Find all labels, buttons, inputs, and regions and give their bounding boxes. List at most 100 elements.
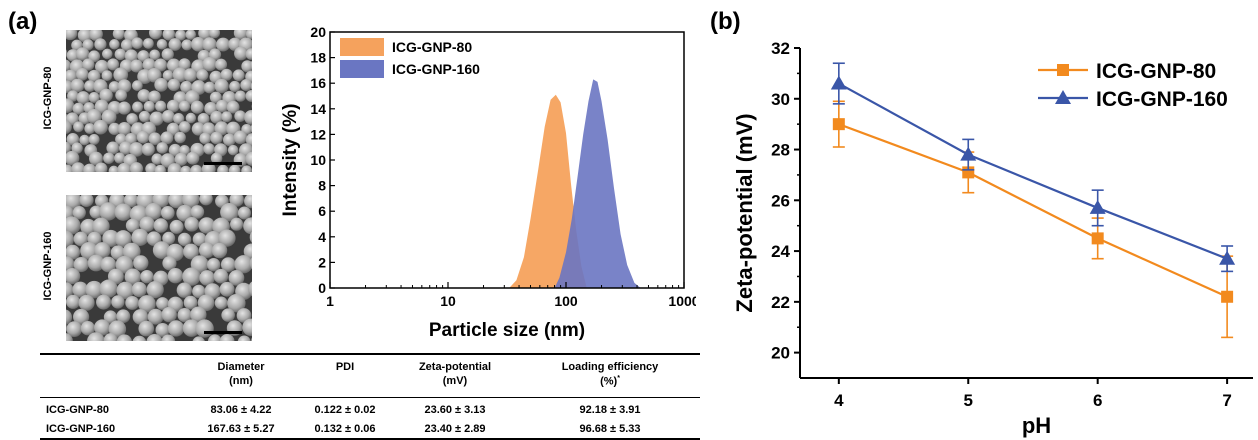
- sem-particle: [198, 242, 215, 259]
- dls-y-tick-label: 12: [310, 126, 326, 142]
- sem-particle: [156, 38, 168, 50]
- sem-particle: [213, 268, 229, 284]
- sem-particle: [236, 308, 252, 323]
- dls-y-axis-label: Intensity (%): [280, 104, 301, 217]
- sem-particle: [169, 219, 184, 234]
- sem-particle: [66, 282, 74, 299]
- sem-particle: [112, 30, 125, 40]
- sem-particle: [124, 195, 139, 208]
- sem-particle: [117, 122, 132, 136]
- sem-particle: [94, 99, 109, 114]
- sem-particle: [155, 100, 167, 112]
- table-cell: 0.122 ± 0.02: [314, 404, 376, 416]
- sem-particle: [230, 217, 244, 231]
- sem-particle: [208, 30, 221, 39]
- sem-particle: [249, 257, 252, 270]
- sem-particle: [138, 320, 155, 337]
- sem-particle: [66, 294, 81, 309]
- zeta-point: [832, 118, 845, 131]
- sem-particle: [149, 111, 164, 126]
- sem-particle: [148, 90, 161, 103]
- sem-particle: [245, 30, 252, 40]
- sem-particle: [196, 69, 209, 82]
- table-cell: 92.18 ± 3.91: [579, 404, 641, 416]
- table-row-label: ICG-GNP-80: [46, 404, 109, 416]
- sem-particle: [233, 130, 248, 145]
- sem-particle: [227, 293, 246, 313]
- sem-particle: [176, 204, 194, 222]
- sem-particle: [148, 132, 162, 146]
- sem-particle: [79, 134, 90, 146]
- sem-particle: [103, 333, 118, 341]
- sem-particle: [106, 141, 120, 155]
- sem-particle: [73, 256, 89, 273]
- sem-particle: [146, 333, 163, 341]
- sem-particle: [219, 334, 235, 341]
- sem-particle: [103, 310, 118, 324]
- sem-particle: [82, 39, 94, 51]
- sem-particle: [199, 132, 212, 145]
- sem-particle: [67, 90, 79, 102]
- footnote-marker: *: [617, 375, 620, 382]
- sem-particle: [153, 218, 169, 233]
- sem-particle: [243, 217, 252, 235]
- zeta-y-tick-label: 20: [771, 344, 790, 363]
- dls-y-tick-label: 16: [310, 75, 326, 91]
- sem-particle: [173, 113, 185, 125]
- sem-particle: [167, 78, 181, 92]
- dls-y-tick-label: 6: [318, 203, 326, 219]
- sem-particle: [143, 38, 154, 49]
- sem-particle: [129, 142, 144, 157]
- sem-particle: [185, 112, 197, 124]
- sem-particle: [154, 164, 166, 172]
- sem-particle: [116, 334, 132, 341]
- sem-particle: [141, 142, 155, 156]
- sem-particle: [108, 81, 121, 93]
- sem-particle: [234, 46, 248, 61]
- sem-particle: [94, 242, 111, 259]
- sem-particle: [207, 334, 222, 341]
- sem-particle: [87, 69, 101, 83]
- sem-particle: [137, 89, 151, 103]
- dls-y-tick-label: 20: [310, 24, 326, 40]
- sem-particle: [117, 101, 131, 115]
- dls-y-tick-label: 18: [310, 50, 326, 66]
- sem-particle: [183, 295, 198, 310]
- sem-particle: [221, 111, 233, 123]
- sem-particle: [102, 229, 120, 247]
- sem-particle: [142, 58, 156, 72]
- sem-particle: [99, 202, 118, 221]
- sem-particle: [162, 231, 176, 245]
- sem-particle: [117, 162, 132, 172]
- sem-particle: [201, 122, 216, 136]
- dls-x-tick-label: 1000: [668, 293, 696, 309]
- sem-particle: [72, 102, 85, 115]
- sem-particle: [174, 152, 188, 166]
- sem-particle: [100, 256, 117, 273]
- zeta-x-axis-label: pH: [1022, 413, 1051, 438]
- sem-particle: [108, 320, 127, 338]
- sem-particle: [214, 78, 229, 94]
- zeta-legend-marker: [1057, 64, 1069, 76]
- zeta-y-tick-label: 28: [771, 141, 790, 160]
- sem-particle: [120, 39, 133, 52]
- sem-particle: [182, 195, 200, 209]
- table-top-rule: [40, 353, 700, 355]
- sem-particle: [108, 122, 121, 136]
- sem-particle: [71, 162, 86, 172]
- dls-legend-swatch: [340, 38, 384, 56]
- sem-particle: [66, 244, 81, 260]
- sem-particle: [95, 59, 109, 74]
- sem-particle: [162, 70, 174, 81]
- dls-size-distribution-chart: 0 2 4 6 8 10 12 14 16 18 20 1 10 100 1000 Particle size…: [280, 24, 696, 341]
- zeta-y-tick-label: 32: [771, 39, 790, 58]
- zeta-y-axis-label: Zeta-potential (mV): [732, 113, 757, 312]
- dls-y-tick-label: 2: [318, 254, 326, 270]
- dls-legend-swatch: [340, 60, 384, 78]
- zeta-x-tick-label: 7: [1222, 391, 1231, 410]
- table-cell: 96.68 ± 5.33: [579, 423, 641, 435]
- sem-particle: [115, 255, 134, 274]
- sem-particle: [191, 122, 206, 136]
- sem-particle: [192, 284, 206, 299]
- sem-particle: [221, 308, 235, 322]
